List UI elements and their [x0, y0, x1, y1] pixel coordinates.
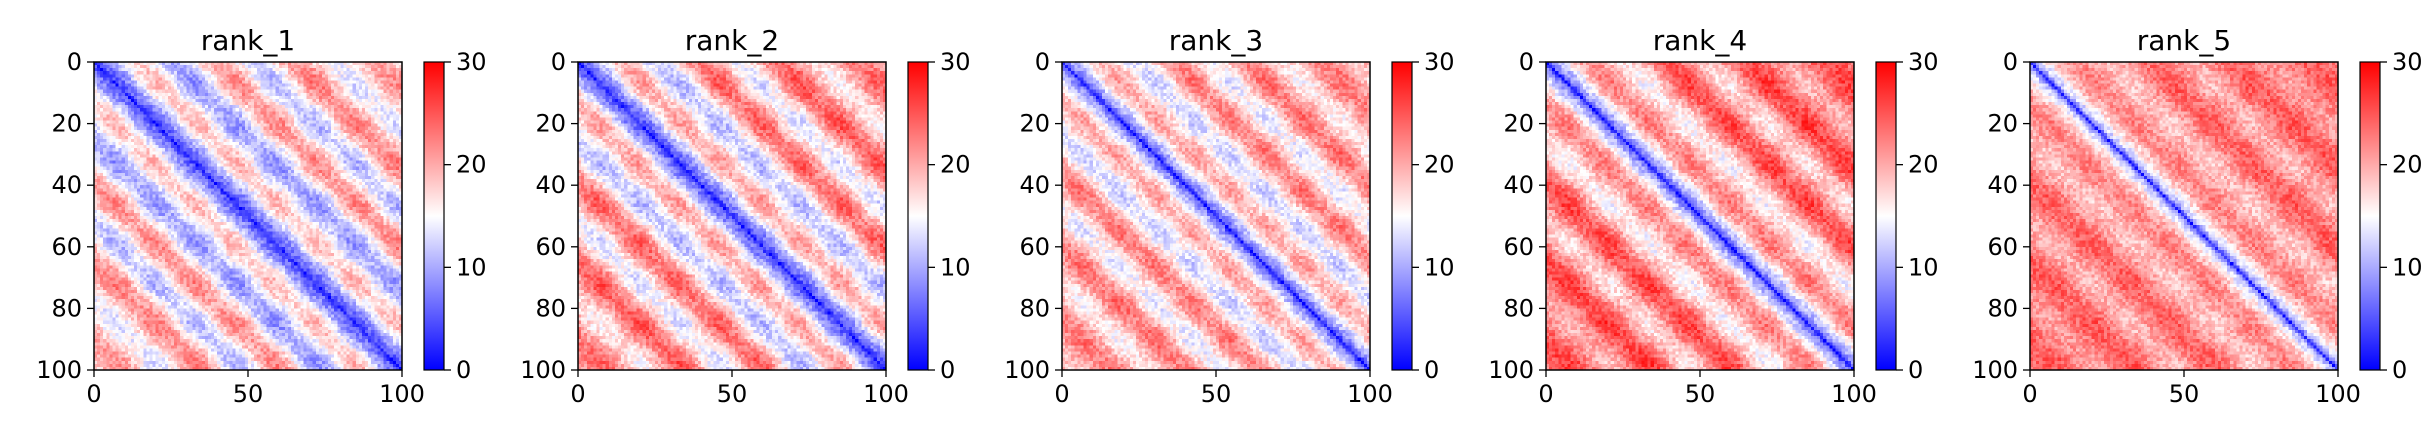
y-tick-label: 100 — [1488, 356, 1534, 384]
y-tick-label: 100 — [1972, 356, 2018, 384]
x-tick-label: 50 — [2169, 380, 2200, 408]
y-tick-label: 80 — [1503, 294, 1534, 322]
x-tick-label: 0 — [2022, 380, 2037, 408]
colorbar — [2359, 61, 2381, 371]
x-tick-label: 50 — [1685, 380, 1716, 408]
y-tick-label: 20 — [1987, 110, 2018, 138]
y-tick-label: 60 — [1503, 233, 1534, 261]
y-tick-label: 80 — [535, 294, 566, 322]
colorbar-tick-label: 0 — [2392, 356, 2407, 384]
x-tick-label: 100 — [1831, 380, 1877, 408]
y-tick-label: 80 — [1987, 294, 2018, 322]
x-tick-label: 0 — [86, 380, 101, 408]
y-tick-label: 40 — [535, 171, 566, 199]
y-tick-label: 20 — [1019, 110, 1050, 138]
y-tick-label: 0 — [2003, 48, 2018, 76]
x-tick-label: 50 — [717, 380, 748, 408]
chart-title: rank_5 — [2137, 24, 2231, 57]
heatmap-image — [2030, 62, 2338, 370]
colorbar — [907, 61, 929, 371]
y-tick-label: 20 — [1503, 110, 1534, 138]
colorbar-tick-label: 20 — [1908, 151, 1939, 179]
colorbar-tick-label: 30 — [940, 48, 971, 76]
x-tick-label: 100 — [863, 380, 909, 408]
chart-title: rank_4 — [1653, 24, 1747, 57]
heatmap-image — [1546, 62, 1854, 370]
y-tick-label: 60 — [535, 233, 566, 261]
x-tick-label: 100 — [1347, 380, 1393, 408]
colorbar-tick-label: 10 — [1908, 253, 1939, 281]
y-tick-label: 100 — [36, 356, 82, 384]
colorbar-tick-label: 20 — [2392, 151, 2423, 179]
heatmap-image — [1062, 62, 1370, 370]
y-tick-label: 60 — [51, 233, 82, 261]
colorbar-tick-label: 30 — [1908, 48, 1939, 76]
y-tick-label: 0 — [551, 48, 566, 76]
x-tick-label: 0 — [1054, 380, 1069, 408]
y-tick-label: 0 — [67, 48, 82, 76]
x-tick-label: 50 — [1201, 380, 1232, 408]
colorbar-tick-label: 20 — [1424, 151, 1455, 179]
heatmap-image — [578, 62, 886, 370]
colorbar — [1391, 61, 1413, 371]
colorbar-tick-label: 10 — [940, 253, 971, 281]
y-tick-label: 20 — [535, 110, 566, 138]
y-tick-label: 40 — [1987, 171, 2018, 199]
y-tick-label: 80 — [51, 294, 82, 322]
y-tick-label: 40 — [1019, 171, 1050, 199]
colorbar-tick-label: 10 — [2392, 253, 2423, 281]
colorbar-tick-label: 20 — [940, 151, 971, 179]
x-tick-label: 100 — [2315, 380, 2361, 408]
colorbar — [423, 61, 445, 371]
y-tick-label: 0 — [1035, 48, 1050, 76]
colorbar-tick-label: 30 — [1424, 48, 1455, 76]
y-tick-label: 0 — [1519, 48, 1534, 76]
chart-title: rank_3 — [1169, 24, 1263, 57]
y-tick-label: 100 — [1004, 356, 1050, 384]
y-tick-label: 20 — [51, 110, 82, 138]
y-tick-label: 40 — [1503, 171, 1534, 199]
y-tick-label: 60 — [1019, 233, 1050, 261]
x-tick-label: 50 — [233, 380, 264, 408]
y-tick-label: 100 — [520, 356, 566, 384]
y-tick-label: 80 — [1019, 294, 1050, 322]
x-tick-label: 0 — [570, 380, 585, 408]
colorbar-tick-label: 10 — [1424, 253, 1455, 281]
colorbar-tick-label: 0 — [1424, 356, 1439, 384]
colorbar-tick-label: 20 — [456, 151, 487, 179]
x-tick-label: 100 — [379, 380, 425, 408]
heatmap-image — [94, 62, 402, 370]
chart-title: rank_2 — [685, 24, 779, 57]
colorbar-tick-label: 30 — [2392, 48, 2423, 76]
colorbar — [1875, 61, 1897, 371]
colorbar-tick-label: 0 — [456, 356, 471, 384]
y-tick-label: 60 — [1987, 233, 2018, 261]
x-tick-label: 0 — [1538, 380, 1553, 408]
colorbar-tick-label: 10 — [456, 253, 487, 281]
colorbar-tick-label: 0 — [940, 356, 955, 384]
colorbar-tick-label: 30 — [456, 48, 487, 76]
chart-title: rank_1 — [201, 24, 295, 57]
colorbar-tick-label: 0 — [1908, 356, 1923, 384]
y-tick-label: 40 — [51, 171, 82, 199]
